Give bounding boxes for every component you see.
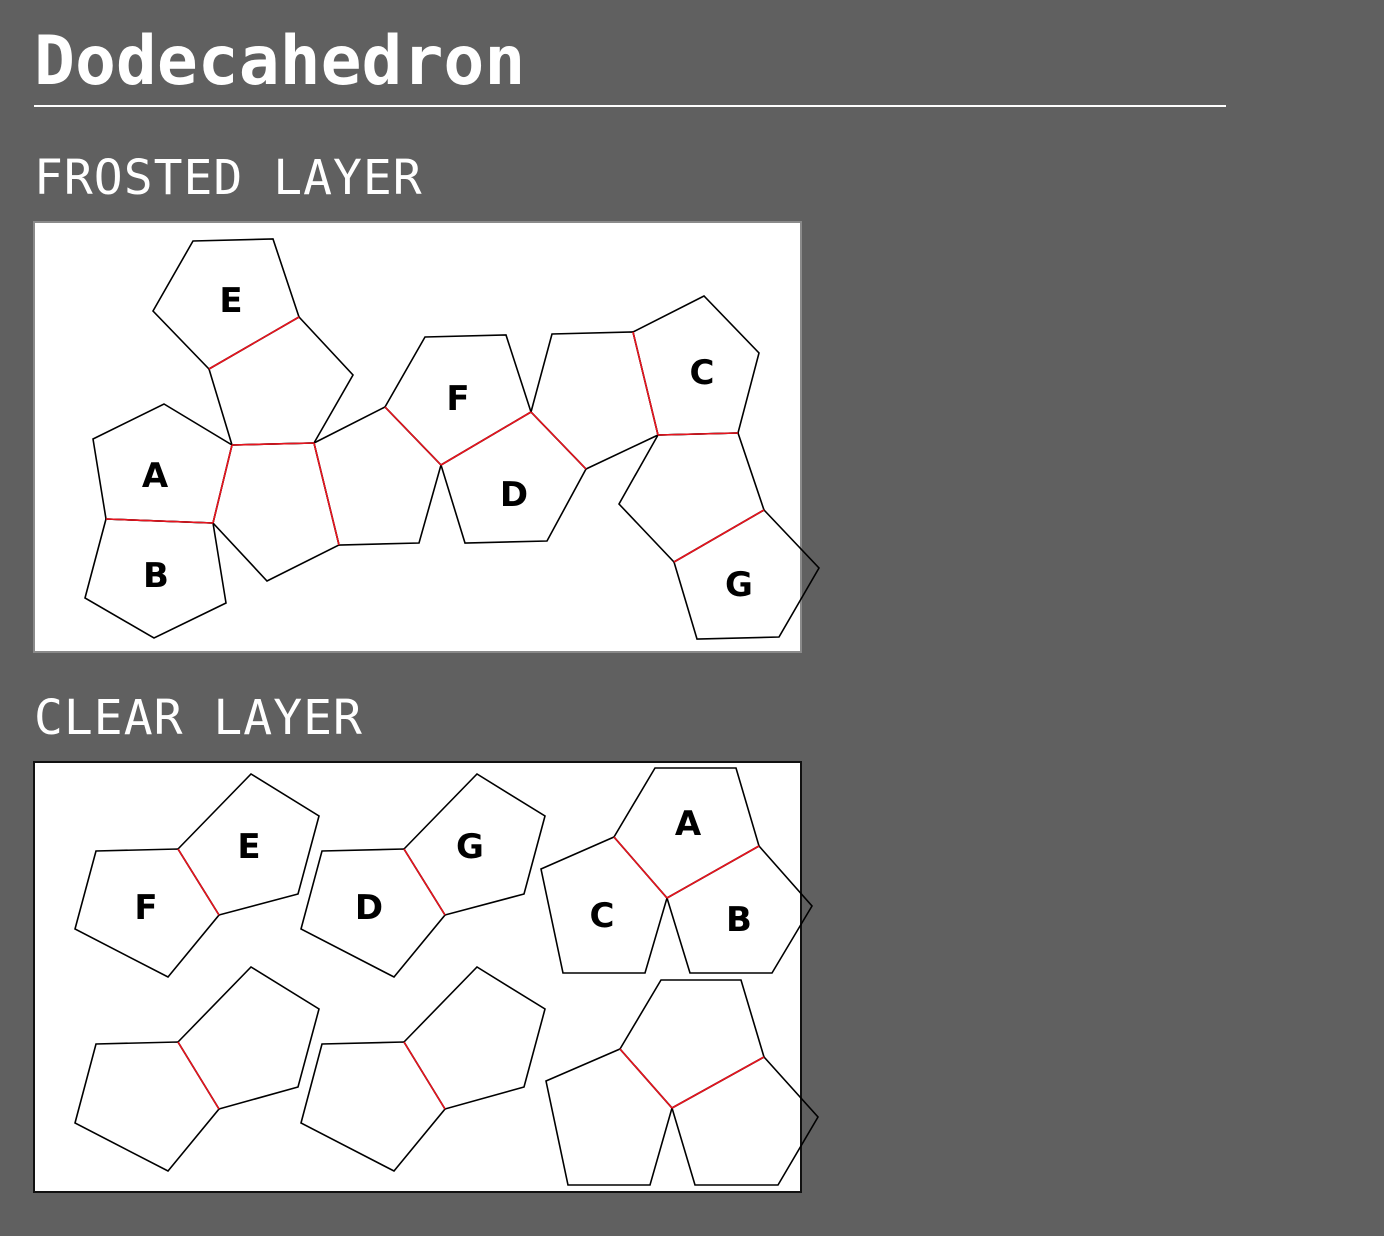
fold-line [177, 848, 220, 916]
frosted-layer-net: E A B F D C G [84, 238, 820, 640]
clear-group-blank-triple [545, 979, 819, 1186]
face-label-d: D [500, 475, 528, 515]
face-label-e: E [237, 827, 260, 867]
clear-layer-panel: F E D G A C B [33, 761, 819, 1193]
frosted-fold-lines [105, 316, 765, 563]
pentagon-face-center-right [313, 406, 442, 546]
pentagon-face-blank [545, 1048, 673, 1186]
title-underline [34, 105, 1226, 107]
pentagon-face-e-lower [208, 315, 354, 446]
pentagon-face-blank [402, 965, 546, 1110]
face-label-c: C [690, 353, 715, 393]
pentagon-face-center-left [212, 442, 340, 582]
face-label-c: C [590, 896, 615, 936]
fold-line [666, 845, 760, 899]
clear-group-blank-pair-2 [300, 965, 546, 1173]
pentagon-face-blank [671, 1055, 819, 1186]
face-label-g: G [456, 827, 484, 867]
pentagon-face-blank [300, 1041, 446, 1173]
fold-line [403, 1041, 446, 1110]
frosted-layer-heading: FROSTED LAYER [34, 150, 423, 206]
clear-group-acb: A C B [540, 767, 813, 974]
fold-line [619, 1048, 673, 1109]
fold-line [403, 848, 446, 916]
pentagon-face-blank [74, 1041, 220, 1173]
pentagon-face-blank [176, 965, 320, 1110]
pentagon-face-blank [619, 979, 765, 1110]
clear-group-blank-pair-1 [74, 965, 320, 1173]
face-label-a: A [142, 456, 169, 496]
clear-layer-net: F E D G A C B [74, 767, 819, 1186]
face-label-a: A [675, 804, 702, 844]
face-label-e: E [219, 281, 242, 321]
face-label-g: G [725, 565, 753, 605]
face-label-b: B [726, 900, 752, 940]
frosted-layer-panel: E A B F D C G [33, 221, 820, 653]
face-label-f: F [134, 888, 157, 928]
face-label-d: D [355, 888, 383, 928]
face-label-b: B [143, 556, 169, 596]
fold-line [177, 1041, 220, 1110]
face-label-f: F [446, 379, 469, 419]
pentagon-face-e [152, 238, 300, 371]
fold-line [613, 836, 668, 899]
clear-group-dg: D G [300, 772, 546, 979]
fold-line [671, 1056, 765, 1109]
page-title: Dodecahedron [34, 22, 526, 101]
clear-layer-heading: CLEAR LAYER [34, 690, 363, 746]
pentagon-face-right-lower [618, 432, 765, 564]
pentagon-face-right-blank [530, 331, 659, 470]
clear-group-fe: F E [74, 772, 320, 979]
